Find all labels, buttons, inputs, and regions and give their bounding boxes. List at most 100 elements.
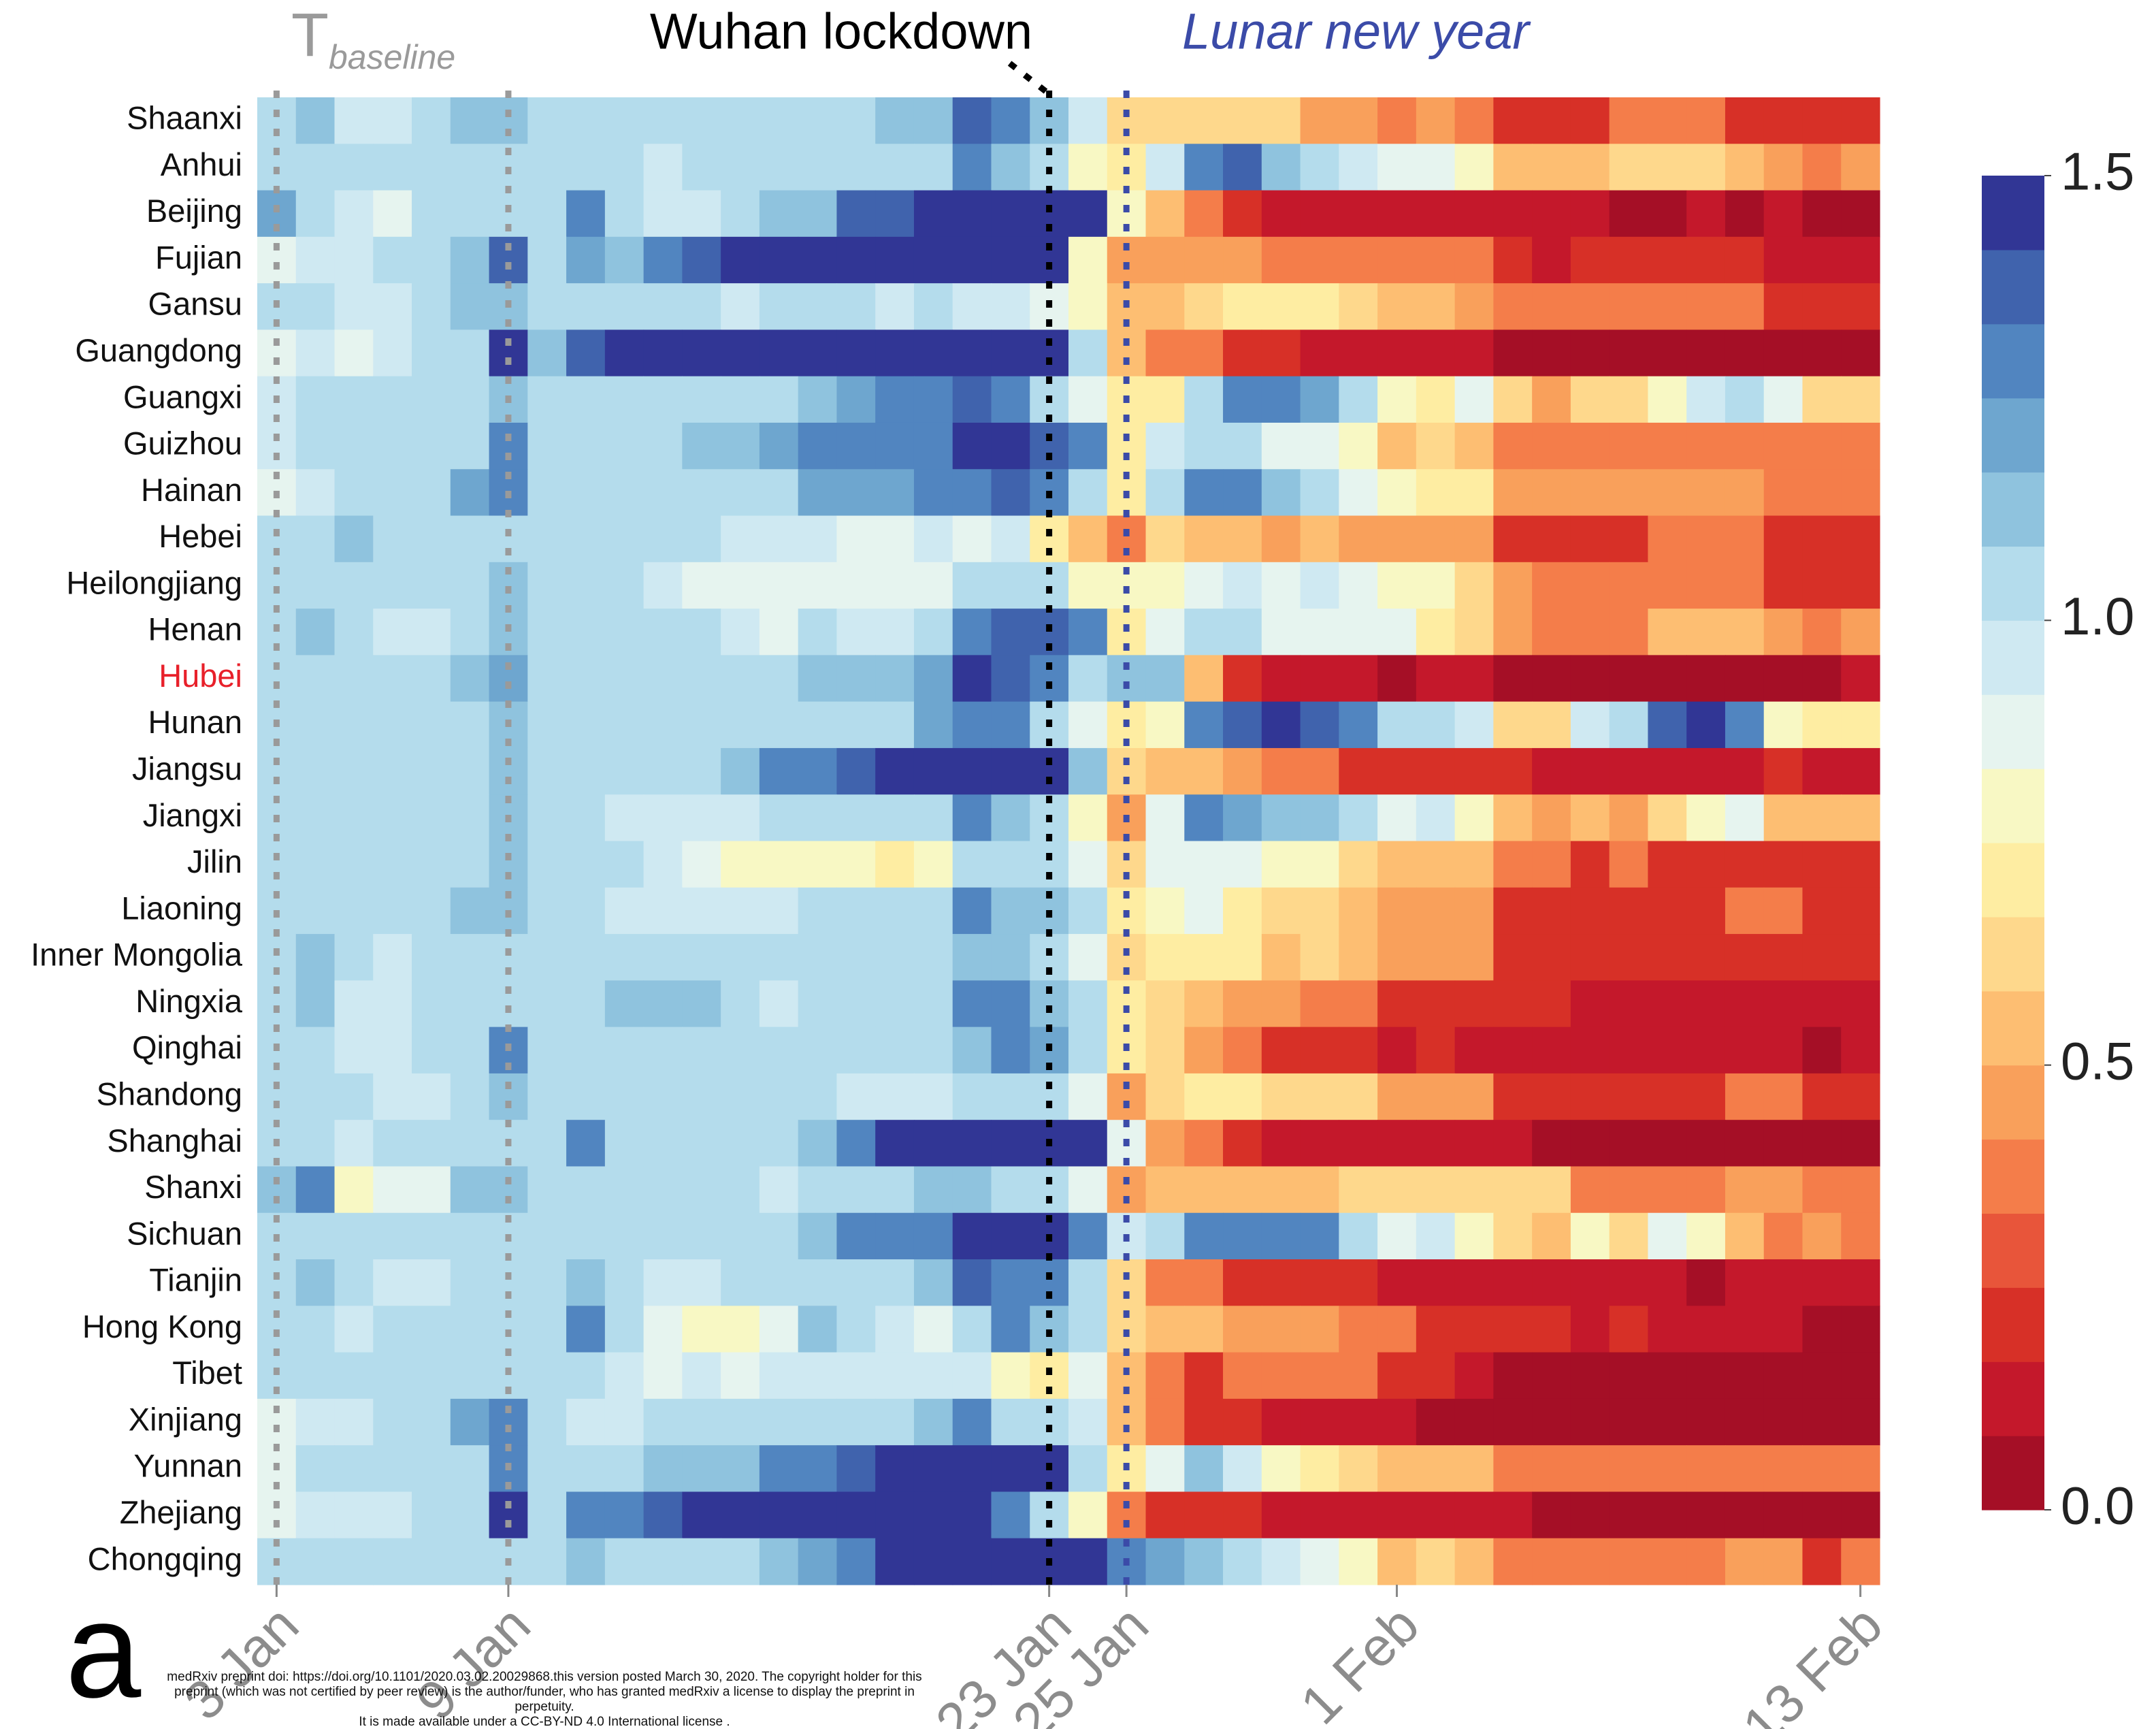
cell — [1223, 701, 1262, 749]
cell — [1841, 1445, 1880, 1493]
cell — [682, 469, 721, 517]
reference-pointer — [1007, 61, 1049, 95]
cell — [295, 655, 336, 702]
cell — [1416, 144, 1456, 191]
cell — [450, 980, 490, 1028]
cell — [643, 1166, 683, 1214]
cell — [913, 190, 953, 238]
cell — [721, 1073, 760, 1120]
cell — [875, 1120, 915, 1167]
cell — [1416, 1445, 1456, 1493]
cell — [295, 841, 336, 888]
cell — [1261, 515, 1301, 563]
cell — [1377, 1398, 1417, 1446]
cell — [1300, 329, 1339, 377]
cell — [450, 422, 490, 470]
cell — [604, 1306, 644, 1353]
cell — [1609, 422, 1649, 470]
cell — [836, 887, 876, 935]
cell — [1223, 609, 1262, 656]
cell — [798, 934, 838, 981]
cell — [412, 1306, 451, 1353]
cell — [1339, 1445, 1378, 1493]
cell — [1841, 1166, 1880, 1214]
cell — [1648, 841, 1687, 888]
cell — [1532, 655, 1571, 702]
cell — [450, 747, 490, 795]
cell — [643, 562, 683, 609]
cell — [913, 144, 953, 191]
cell — [721, 1445, 760, 1493]
cell — [1763, 1306, 1803, 1353]
cell — [295, 515, 336, 563]
cell — [1145, 190, 1185, 238]
cell — [373, 376, 412, 423]
cell — [1145, 609, 1185, 656]
cell — [1145, 655, 1185, 702]
cell — [952, 236, 992, 284]
cell — [1454, 422, 1494, 470]
cell — [1416, 1538, 1456, 1585]
cell — [682, 329, 721, 377]
cell — [1609, 1445, 1649, 1493]
cell — [836, 1027, 876, 1074]
cell — [1223, 1166, 1262, 1214]
cell — [1802, 655, 1842, 702]
cell — [1802, 1259, 1842, 1306]
cell — [1532, 794, 1571, 842]
cell — [1145, 515, 1185, 563]
cell — [1725, 469, 1765, 517]
cell — [643, 469, 683, 517]
colorbar-swatch — [1982, 620, 2044, 695]
cell — [721, 841, 760, 888]
cell — [295, 144, 336, 191]
cell — [991, 1212, 1030, 1260]
cell — [1725, 841, 1765, 888]
cell — [1300, 1259, 1339, 1306]
cell — [1454, 980, 1494, 1028]
cell — [1261, 841, 1301, 888]
cell — [1802, 1491, 1842, 1539]
cell — [643, 1398, 683, 1446]
cell — [527, 97, 567, 144]
colorbar-tick-label: 1.0 — [2061, 586, 2134, 646]
cell — [1377, 887, 1417, 935]
cell — [1493, 515, 1533, 563]
cell — [836, 655, 876, 702]
cell — [875, 1445, 915, 1493]
cell — [721, 747, 760, 795]
cell — [991, 1352, 1030, 1400]
cell — [875, 655, 915, 702]
cell — [489, 841, 528, 888]
cell — [295, 97, 336, 144]
cell — [875, 1027, 915, 1074]
cell — [1841, 747, 1880, 795]
cell — [643, 1120, 683, 1167]
cell — [1609, 655, 1649, 702]
cell — [1493, 934, 1533, 981]
cell — [412, 1352, 451, 1400]
cell — [1648, 562, 1687, 609]
cell — [334, 283, 374, 331]
cell — [1802, 1538, 1842, 1585]
cell — [1841, 1352, 1880, 1400]
cell — [373, 1212, 412, 1260]
cell — [450, 1212, 490, 1260]
cell — [1763, 1212, 1803, 1260]
cell — [1300, 97, 1339, 144]
cell — [1648, 1491, 1687, 1539]
cell — [913, 283, 953, 331]
cell — [334, 1398, 374, 1446]
row-label: Tianjin — [149, 1262, 242, 1298]
cell — [1763, 980, 1803, 1028]
cell — [1802, 1073, 1842, 1120]
cell — [334, 794, 374, 842]
baseline-annotation: Tbaseline — [291, 1, 455, 76]
cell — [1030, 655, 1069, 702]
cell — [952, 609, 992, 656]
cell — [1763, 97, 1803, 144]
cell — [373, 1073, 412, 1120]
cell — [1339, 97, 1378, 144]
cell — [1686, 1398, 1726, 1446]
cell — [1648, 934, 1687, 981]
